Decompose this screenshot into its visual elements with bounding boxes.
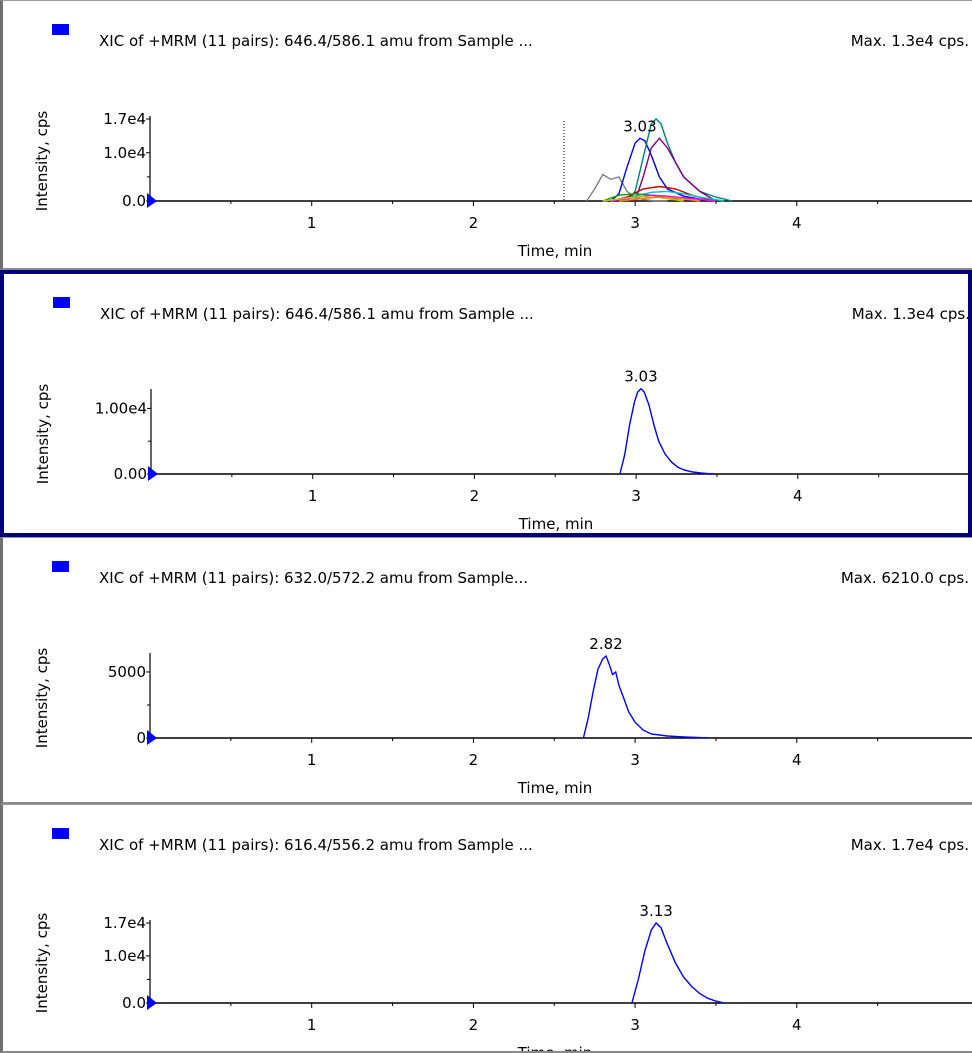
x-tick-label: 4: [792, 751, 802, 769]
x-tick-label: 3: [631, 487, 641, 505]
legend-box-icon: [53, 297, 70, 308]
series-trace-4: [634, 137, 717, 202]
x-tick-label: 4: [792, 1016, 802, 1034]
series-trace-2: [610, 137, 716, 202]
x-tick-label: 4: [793, 487, 803, 505]
chart-title: XIC of +MRM (11 pairs): 646.4/586.1 amu …: [100, 305, 534, 323]
y-axis-label: Intensity, cps: [33, 648, 51, 749]
peak-label: 3.03: [624, 368, 657, 386]
x-axis-label: Time, min: [517, 779, 593, 797]
y-tick-label: 1.7e4: [103, 110, 146, 128]
y-tick-label: 0: [136, 729, 146, 747]
y-tick-label: 5000: [108, 663, 146, 681]
y-tick-label: 0.00: [114, 465, 147, 483]
x-tick-label: 2: [469, 214, 479, 232]
y-axis-label: Intensity, cps: [33, 913, 51, 1014]
series-trace-1: [619, 387, 714, 475]
x-tick-label: 1: [307, 214, 317, 232]
x-axis-label: Time, min: [518, 515, 594, 533]
series-trace-10: [618, 196, 700, 202]
chromatogram-panel-3[interactable]: XIC of +MRM (11 pairs): 632.0/572.2 amu …: [0, 537, 972, 804]
y-tick-label: 1.0e4: [103, 947, 146, 965]
chromatogram-panel-2[interactable]: XIC of +MRM (11 pairs): 646.4/586.1 amu …: [0, 270, 972, 537]
x-tick-label: 1: [307, 751, 317, 769]
zero-marker-icon: [148, 466, 158, 481]
x-tick-label: 3: [630, 214, 640, 232]
y-tick-label: 1.0e4: [103, 144, 146, 162]
legend-box-icon: [52, 24, 69, 35]
x-axis-label: Time, min: [517, 1044, 593, 1053]
y-tick-label: 1.00e4: [95, 399, 147, 417]
x-tick-label: 3: [630, 1016, 640, 1034]
chart-svg: XIC of +MRM (11 pairs): 646.4/586.1 amu …: [33, 24, 972, 260]
x-tick-label: 2: [470, 487, 480, 505]
x-tick-label: 1: [308, 487, 318, 505]
zero-marker-icon: [147, 995, 157, 1010]
legend-box-icon: [52, 828, 69, 839]
chart-title: XIC of +MRM (11 pairs): 646.4/586.1 amu …: [99, 32, 533, 50]
y-tick-label: 1.7e4: [103, 914, 146, 932]
zero-marker-icon: [147, 730, 157, 745]
chromatogram-panel-1[interactable]: XIC of +MRM (11 pairs): 646.4/586.1 amu …: [0, 0, 972, 270]
x-tick-label: 3: [630, 751, 640, 769]
x-axis-label: Time, min: [517, 242, 593, 260]
chart-svg: XIC of +MRM (11 pairs): 616.4/556.2 amu …: [33, 828, 972, 1053]
legend-box-icon: [52, 561, 69, 572]
chromatogram-panel-4[interactable]: XIC of +MRM (11 pairs): 616.4/556.2 amu …: [0, 804, 972, 1053]
x-tick-label: 2: [469, 1016, 479, 1034]
series-trace-1: [586, 173, 668, 202]
y-axis-label: Intensity, cps: [34, 384, 52, 485]
y-tick-label: 0.0: [122, 994, 146, 1012]
chart-svg: XIC of +MRM (11 pairs): 632.0/572.2 amu …: [33, 561, 972, 797]
max-intensity-label: Max. 1.3e4 cps.: [852, 305, 970, 323]
series-trace-6: [618, 190, 725, 202]
series-trace-1: [582, 654, 708, 739]
max-intensity-label: Max. 1.7e4 cps.: [851, 836, 969, 854]
chart-svg: XIC of +MRM (11 pairs): 646.4/586.1 amu …: [34, 297, 970, 533]
y-axis-label: Intensity, cps: [33, 111, 51, 212]
x-tick-label: 2: [469, 751, 479, 769]
zero-marker-icon: [147, 193, 157, 208]
max-intensity-label: Max. 1.3e4 cps.: [851, 32, 969, 50]
peak-label: 3.03: [623, 117, 656, 135]
series-trace-1: [631, 921, 725, 1004]
peak-label: 3.13: [639, 902, 672, 920]
x-tick-label: 4: [792, 214, 802, 232]
x-tick-label: 1: [307, 1016, 317, 1034]
chart-title: XIC of +MRM (11 pairs): 616.4/556.2 amu …: [99, 836, 533, 854]
series-trace-9: [602, 195, 684, 202]
max-intensity-label: Max. 6210.0 cps.: [841, 569, 969, 587]
chart-title: XIC of +MRM (11 pairs): 632.0/572.2 amu …: [99, 569, 528, 587]
y-tick-label: 0.0: [122, 192, 146, 210]
peak-label: 2.82: [589, 635, 622, 653]
